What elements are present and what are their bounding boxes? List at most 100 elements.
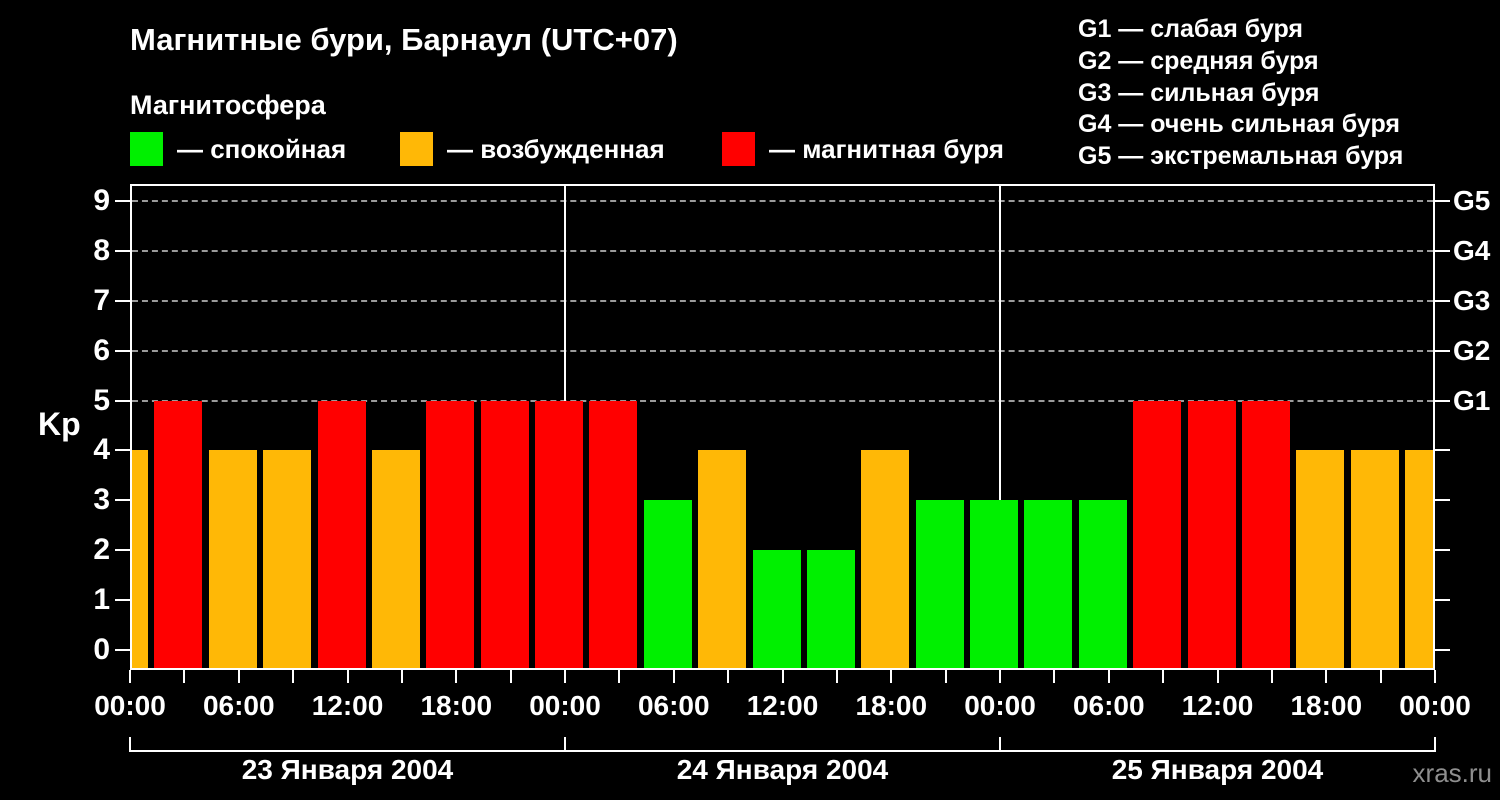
kp-bar	[263, 450, 312, 668]
date-bracket-tick	[999, 737, 1001, 752]
x-axis-tick-label: 00:00	[529, 690, 601, 721]
kp-bar	[698, 450, 747, 668]
kp-bar	[1405, 450, 1433, 668]
kp-bar	[317, 400, 366, 668]
page-title: Магнитные бури, Барнаул (UTC+07)	[130, 22, 678, 57]
y-axis-tick	[115, 299, 130, 302]
x-axis-tick	[1216, 670, 1219, 683]
y-axis-tick-label: 9	[93, 183, 110, 217]
kp-bar	[1296, 450, 1345, 668]
storm-scale-legend: G1 — слабая буря G2 — средняя буря G3 — …	[1078, 14, 1403, 173]
kp-bar	[806, 550, 855, 668]
watermark: xras.ru	[1412, 758, 1492, 788]
x-axis-tick	[781, 670, 784, 683]
x-axis-tick-label: 18:00	[420, 690, 493, 721]
right-axis-tick	[1435, 349, 1450, 352]
right-axis-tick	[1435, 199, 1450, 202]
kp-bar	[371, 450, 420, 668]
storm-scale-g4: G4 — очень сильная буря	[1078, 110, 1400, 139]
storm-scale-g2: G2 — средняя буря	[1078, 46, 1319, 75]
date-label: 24 Января 2004	[676, 754, 889, 785]
excited-color-swatch	[400, 132, 433, 166]
y-axis-title: Kp	[38, 406, 81, 442]
y-axis-tick	[115, 549, 130, 552]
kp-bar	[861, 450, 910, 668]
x-axis-tick-label: 18:00	[855, 690, 928, 721]
x-axis-tick	[129, 670, 131, 683]
x-axis-tick-label: 06:00	[202, 690, 275, 721]
x-axis-tick	[237, 670, 240, 683]
date-bracket-tick	[129, 737, 131, 752]
x-axis-tick-label: 12:00	[311, 690, 384, 721]
x-axis-tick-label: 12:00	[746, 690, 819, 721]
y-axis-tick	[115, 199, 130, 202]
x-axis-tick	[672, 670, 675, 683]
x-axis-tick	[1325, 670, 1328, 683]
x-axis-tick	[1162, 670, 1165, 683]
kp-bar	[643, 500, 692, 668]
right-axis-tick	[1435, 499, 1450, 502]
x-axis-tick	[509, 670, 512, 683]
right-axis-tick	[1435, 649, 1450, 651]
storm-scale-g5: G5 — экстремальная буря	[1078, 142, 1404, 171]
right-axis-tick	[1435, 399, 1450, 402]
day-boundary-line	[999, 186, 1001, 668]
g-scale-label-g4: G4	[1453, 234, 1491, 266]
x-axis-tick	[1434, 670, 1436, 683]
gridline-kp5	[132, 399, 1433, 402]
date-bracket-tick	[1434, 737, 1436, 752]
storm-scale-g3: G3 — сильная буря	[1078, 78, 1320, 107]
g-scale-label-g5: G5	[1453, 184, 1491, 216]
x-axis-tick-label: 06:00	[1072, 690, 1145, 721]
legend-label-quiet: — спокойная	[177, 134, 347, 164]
y-axis-tick	[115, 399, 130, 402]
kp-bar	[426, 400, 475, 668]
chart-subtitle: Магнитосфера	[130, 90, 326, 120]
x-axis-tick	[1053, 670, 1056, 683]
x-axis-tick-label: 06:00	[637, 690, 710, 721]
y-axis-tick	[115, 249, 130, 252]
y-axis-tick-label: 3	[93, 483, 110, 517]
y-axis-tick-label: 6	[93, 333, 110, 367]
x-axis-tick	[455, 670, 458, 683]
storm-scale-g1: G1 — слабая буря	[1078, 15, 1304, 43]
kp-bar	[480, 400, 529, 668]
gridline-kp8	[132, 249, 1433, 252]
y-axis-tick-label: 7	[93, 283, 110, 317]
quiet-color-swatch	[130, 132, 163, 166]
y-axis-tick-label: 1	[93, 583, 110, 617]
x-axis-tick	[1107, 670, 1110, 683]
right-axis-tick	[1435, 599, 1450, 602]
y-axis-tick	[115, 449, 130, 452]
kp-bar	[915, 500, 964, 668]
y-axis-tick-label: 4	[93, 433, 110, 467]
x-axis-tick	[1379, 670, 1382, 683]
kp-bar	[589, 400, 638, 668]
x-axis-tick	[292, 670, 295, 683]
x-axis-tick	[400, 670, 403, 683]
kp-bar	[1078, 500, 1127, 668]
x-axis-tick	[944, 670, 947, 683]
g-scale-label-g2: G2	[1453, 334, 1491, 366]
y-axis-tick	[115, 349, 130, 352]
gridline-kp6	[132, 349, 1433, 352]
legend-label-excited: — возбужденная	[447, 134, 665, 164]
kp-bar	[132, 450, 148, 668]
gridline-kp9	[132, 199, 1433, 202]
kp-bar	[970, 500, 1018, 668]
y-axis-tick-label: 0	[93, 633, 110, 666]
x-axis-tick	[346, 670, 349, 683]
date-bracket-tick	[564, 737, 566, 752]
y-axis-tick-label: 2	[93, 533, 110, 567]
legend-label-storm: — магнитная буря	[769, 134, 1004, 164]
right-axis-tick	[1435, 299, 1450, 302]
g-scale-label-g3: G3	[1453, 284, 1491, 316]
gridline-kp7	[132, 299, 1433, 302]
x-axis-tick	[183, 670, 186, 683]
x-axis-tick	[835, 670, 838, 683]
right-axis-tick	[1435, 249, 1450, 252]
y-axis-tick-label: 5	[93, 383, 110, 417]
x-axis-tick-label: 18:00	[1290, 690, 1363, 721]
kp-bar	[752, 550, 801, 668]
